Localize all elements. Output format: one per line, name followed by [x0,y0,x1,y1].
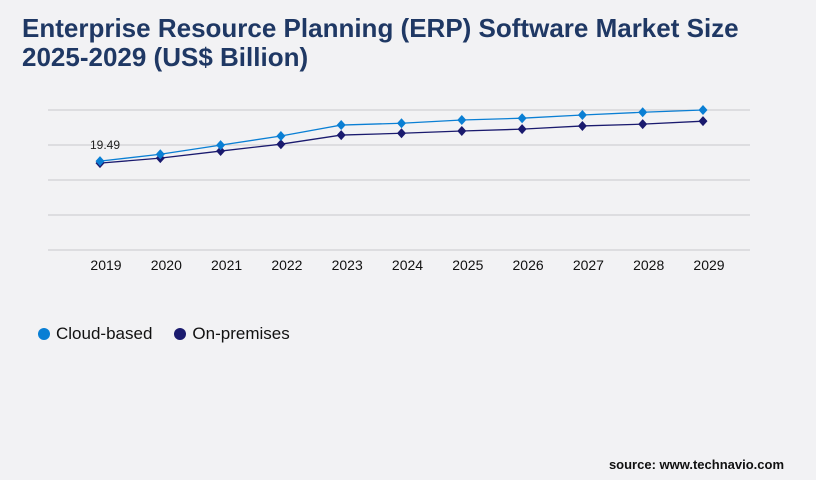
x-tick-label: 2027 [573,257,604,273]
data-point [216,146,226,157]
data-point [336,130,346,141]
legend: Cloud-based On-premises [38,324,290,344]
x-tick-label: 2028 [633,257,664,273]
data-point [577,120,587,131]
data-point [638,107,648,118]
data-label: 19.49 [90,138,120,152]
legend-item-cloud: Cloud-based [38,324,152,344]
chart-title: Enterprise Resource Planning (ERP) Softw… [22,13,739,72]
data-point [698,105,708,115]
data-point [638,119,648,130]
x-tick-label: 2020 [151,257,182,273]
data-point [95,156,105,167]
data-point [216,140,226,151]
data-point [336,120,346,131]
x-tick-label: 2019 [90,257,121,273]
legend-label-cloud: Cloud-based [56,324,153,343]
data-point [276,130,286,141]
data-point [517,113,527,124]
data-point [155,149,165,160]
data-point [397,118,406,129]
line-chart: 2019 2020 2021 2022 2023 2024 2025 2026 2027 2028… [48,105,750,273]
legend-marker-onprem [174,328,187,340]
x-tick-label: 2023 [332,257,363,273]
data-point [517,124,527,135]
data-point [457,115,467,126]
x-tick-label: 2024 [392,257,423,273]
legend-item-onprem: On-premises [174,324,290,344]
legend-label-onprem: On-premises [192,324,290,343]
data-point [397,128,406,139]
data-point [457,125,467,136]
x-tick-label: 2025 [452,257,483,273]
data-point [577,110,587,121]
data-point [276,139,286,150]
legend-marker-cloud [38,328,50,340]
source-text: source: www.technavio.com [608,457,784,472]
data-point [698,116,708,127]
x-tick-label: 2026 [513,257,544,273]
x-tick-label: 2021 [211,257,242,273]
x-tick-label: 2029 [693,257,724,273]
x-tick-label: 2022 [271,257,302,273]
